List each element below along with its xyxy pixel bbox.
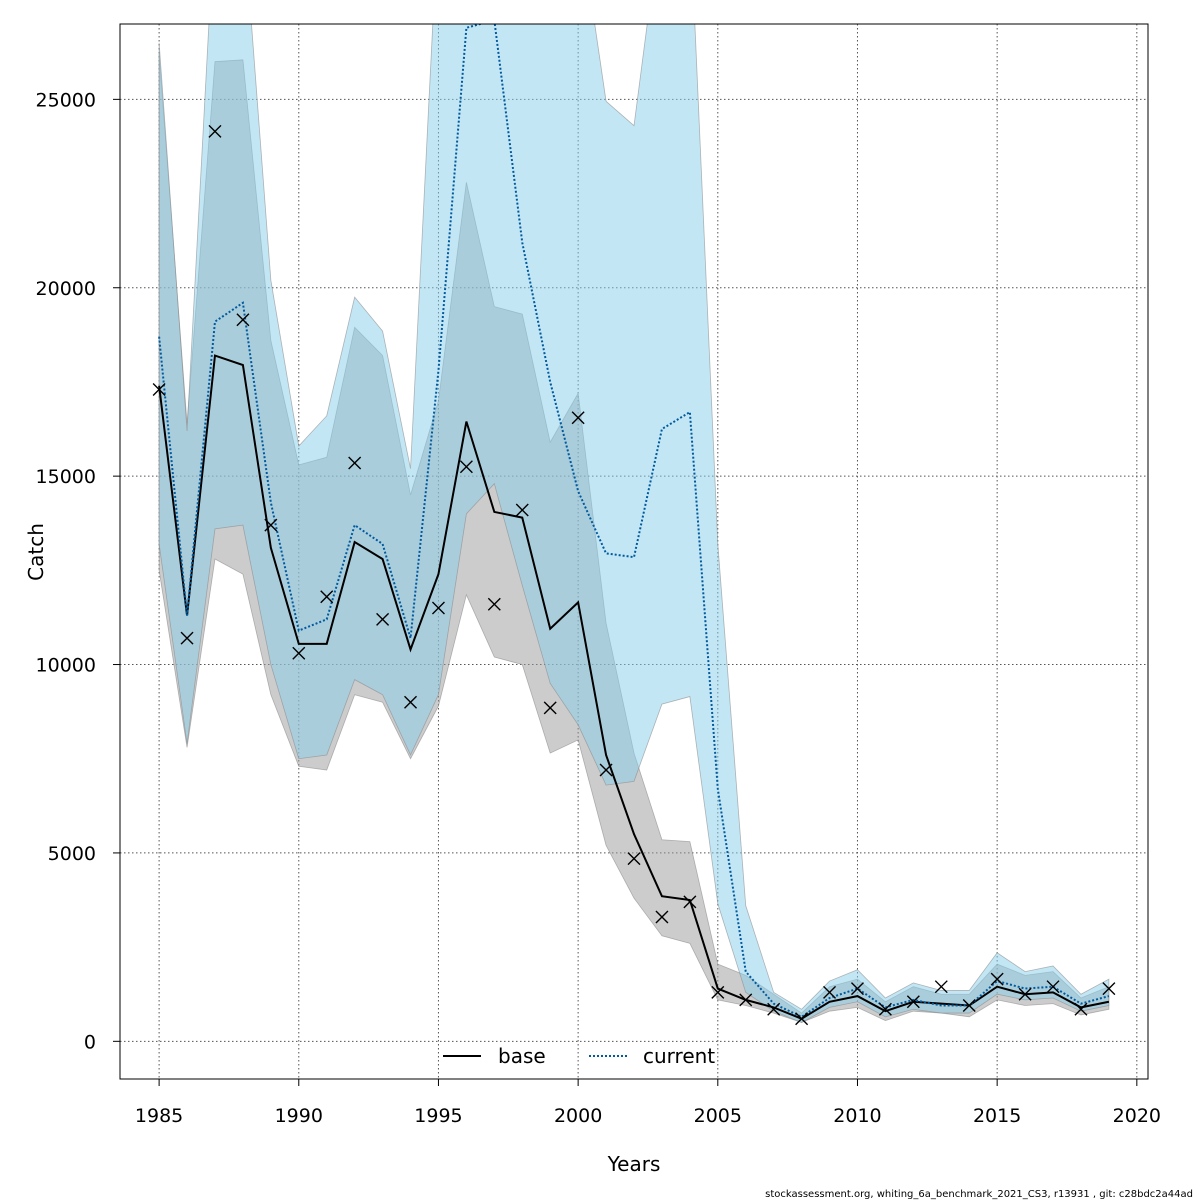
- x-tick-label: 2000: [554, 1105, 602, 1127]
- observed-point: [823, 985, 837, 999]
- y-tick-label: 10000: [36, 655, 96, 677]
- observed-point: [404, 695, 418, 709]
- observed-point: [152, 382, 166, 396]
- observed-point: [208, 124, 222, 138]
- observed-point: [348, 456, 362, 470]
- legend-label-current: current: [643, 1044, 715, 1068]
- observed-point: [376, 612, 390, 626]
- legend: base current: [443, 1044, 715, 1068]
- x-tick-label: 1985: [135, 1105, 183, 1127]
- observed-point: [906, 995, 920, 1009]
- observed-point: [655, 910, 669, 924]
- confidence-bands: [158, 24, 1110, 1023]
- observed-point: [1074, 1002, 1088, 1016]
- observed-markers: [152, 124, 1116, 1026]
- observed-point: [739, 993, 753, 1007]
- y-tick-label: 25000: [36, 89, 96, 111]
- observed-point: [459, 460, 473, 474]
- observed-point: [571, 411, 585, 425]
- observed-point: [711, 985, 725, 999]
- x-tick-label: 1995: [414, 1105, 462, 1127]
- observed-point: [878, 1002, 892, 1016]
- plot-frame: [119, 23, 1149, 1080]
- x-tick-label: 2020: [1113, 1105, 1161, 1127]
- observed-point: [599, 763, 613, 777]
- grid-lines: [120, 24, 1148, 1079]
- y-tick-label: 20000: [36, 278, 96, 300]
- observed-point: [627, 852, 641, 866]
- footer-credit: stockassessment.org, whiting_6a_benchmar…: [765, 1189, 1193, 1200]
- observed-point: [683, 895, 697, 909]
- observed-point: [850, 982, 864, 996]
- x-tick-label: 2010: [833, 1105, 881, 1127]
- y-tick-label: 0: [84, 1031, 96, 1053]
- observed-point: [543, 701, 557, 715]
- series-lines: [158, 24, 1110, 1020]
- x-tick-label: 2005: [694, 1105, 742, 1127]
- observed-point: [487, 597, 501, 611]
- legend-label-base: base: [498, 1044, 546, 1068]
- y-axis: 0 5000 10000 15000 20000 25000: [36, 89, 120, 1053]
- observed-point: [515, 503, 529, 517]
- y-tick-label: 15000: [36, 466, 96, 488]
- line-current: [158, 24, 1110, 1018]
- observed-point: [1018, 987, 1032, 1001]
- observed-point: [990, 972, 1004, 986]
- observed-point: [431, 601, 445, 615]
- x-tick-label: 1990: [275, 1105, 323, 1127]
- observed-point: [264, 518, 278, 532]
- observed-point: [236, 313, 250, 327]
- observed-point: [1046, 980, 1060, 994]
- x-axis: 1985 1990 1995 2000 2005 2010 2015 2020: [135, 1079, 1161, 1127]
- x-axis-title: Years: [607, 1152, 661, 1176]
- observed-point: [1102, 982, 1116, 996]
- y-axis-title: Catch: [24, 523, 48, 581]
- observed-point: [934, 980, 948, 994]
- y-tick-label: 5000: [48, 843, 96, 865]
- observed-point: [320, 590, 334, 604]
- observed-point: [180, 631, 194, 645]
- line-base: [158, 354, 1110, 1020]
- x-tick-label: 2015: [973, 1105, 1021, 1127]
- observed-point: [767, 1002, 781, 1016]
- band-current: [158, 24, 1110, 1023]
- observed-point: [795, 1012, 809, 1026]
- observed-point: [962, 999, 976, 1013]
- observed-point: [292, 646, 306, 660]
